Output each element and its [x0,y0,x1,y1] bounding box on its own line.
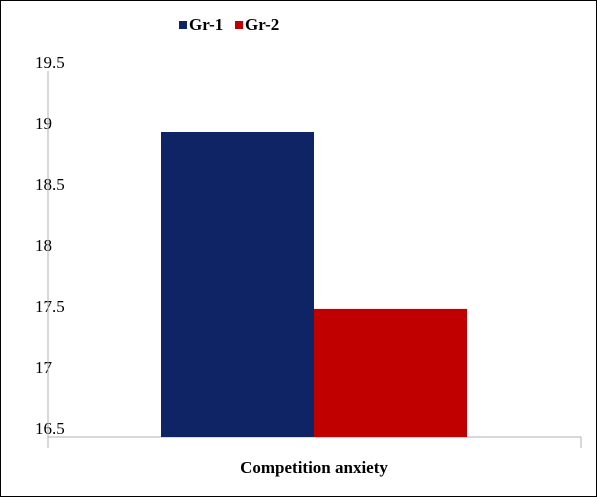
y-tick-label: 18.5 [35,175,65,194]
bar-gr-1 [161,132,314,437]
y-tick-label: 16.5 [35,419,65,438]
category-label: Competition anxiety [240,458,388,477]
bars [161,132,467,437]
y-tick-label: 17 [35,358,53,377]
y-axis-tick-labels: 16.5 17 17.5 18 18.5 19 19.5 [35,53,65,438]
legend-swatch-gr-1 [179,21,187,29]
y-tick-label: 18 [35,236,52,255]
bar-gr-2 [314,308,467,437]
legend-label-gr-2: Gr-2 [245,15,279,34]
legend-swatch-gr-2 [235,21,243,29]
legend: Gr-1 Gr-2 [179,15,279,34]
y-tick-label: 17.5 [35,297,65,316]
legend-label-gr-1: Gr-1 [189,15,223,34]
y-tick-label: 19 [35,114,52,133]
category-labels: Competition anxiety [240,458,388,477]
y-tick-label: 19.5 [35,53,65,72]
